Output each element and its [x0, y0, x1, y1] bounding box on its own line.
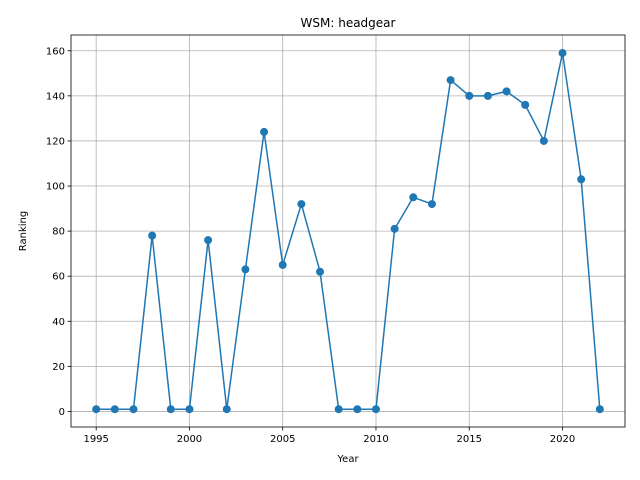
data-point — [241, 265, 250, 274]
x-tick-label: 2005 — [270, 434, 295, 445]
data-point — [222, 405, 231, 414]
data-point — [446, 76, 455, 85]
data-point — [92, 405, 101, 414]
x-axis-label: Year — [336, 454, 359, 465]
data-point — [390, 224, 399, 233]
data-point — [110, 405, 119, 414]
data-point — [409, 193, 418, 202]
data-point — [204, 236, 213, 245]
data-point — [465, 91, 474, 100]
data-point — [521, 100, 530, 109]
x-tick-label: 2000 — [177, 434, 202, 445]
y-tick-label: 40 — [52, 317, 65, 328]
data-point — [278, 260, 287, 269]
y-tick-label: 140 — [46, 91, 65, 102]
y-tick-label: 160 — [46, 46, 65, 57]
y-tick-label: 120 — [46, 136, 65, 147]
data-point — [371, 405, 380, 414]
data-point — [334, 405, 343, 414]
data-point — [316, 267, 325, 276]
data-point — [427, 200, 436, 209]
data-point — [539, 136, 548, 145]
data-point — [260, 127, 269, 136]
x-tick-label: 2020 — [550, 434, 575, 445]
y-tick-label: 100 — [46, 182, 65, 193]
data-point — [595, 405, 604, 414]
x-tick-label: 1995 — [83, 434, 108, 445]
data-point — [185, 405, 194, 414]
y-axis-label: Ranking — [18, 211, 29, 251]
y-tick-label: 60 — [52, 272, 65, 283]
chart-title: WSM: headgear — [301, 16, 396, 30]
x-tick-label: 2015 — [457, 434, 482, 445]
data-point — [558, 49, 567, 58]
plot-frame — [70, 34, 626, 428]
data-point — [577, 175, 586, 184]
data-line — [96, 52, 601, 410]
data-point — [353, 405, 362, 414]
y-tick-label: 80 — [52, 227, 65, 238]
data-point — [148, 231, 157, 240]
x-tick-label: 2010 — [363, 434, 388, 445]
data-point — [502, 87, 511, 96]
data-point — [129, 405, 138, 414]
data-point — [297, 200, 306, 209]
data-point — [483, 91, 492, 100]
data-point — [166, 405, 175, 414]
y-tick-label: 20 — [52, 362, 65, 373]
y-tick-label: 0 — [59, 407, 65, 418]
